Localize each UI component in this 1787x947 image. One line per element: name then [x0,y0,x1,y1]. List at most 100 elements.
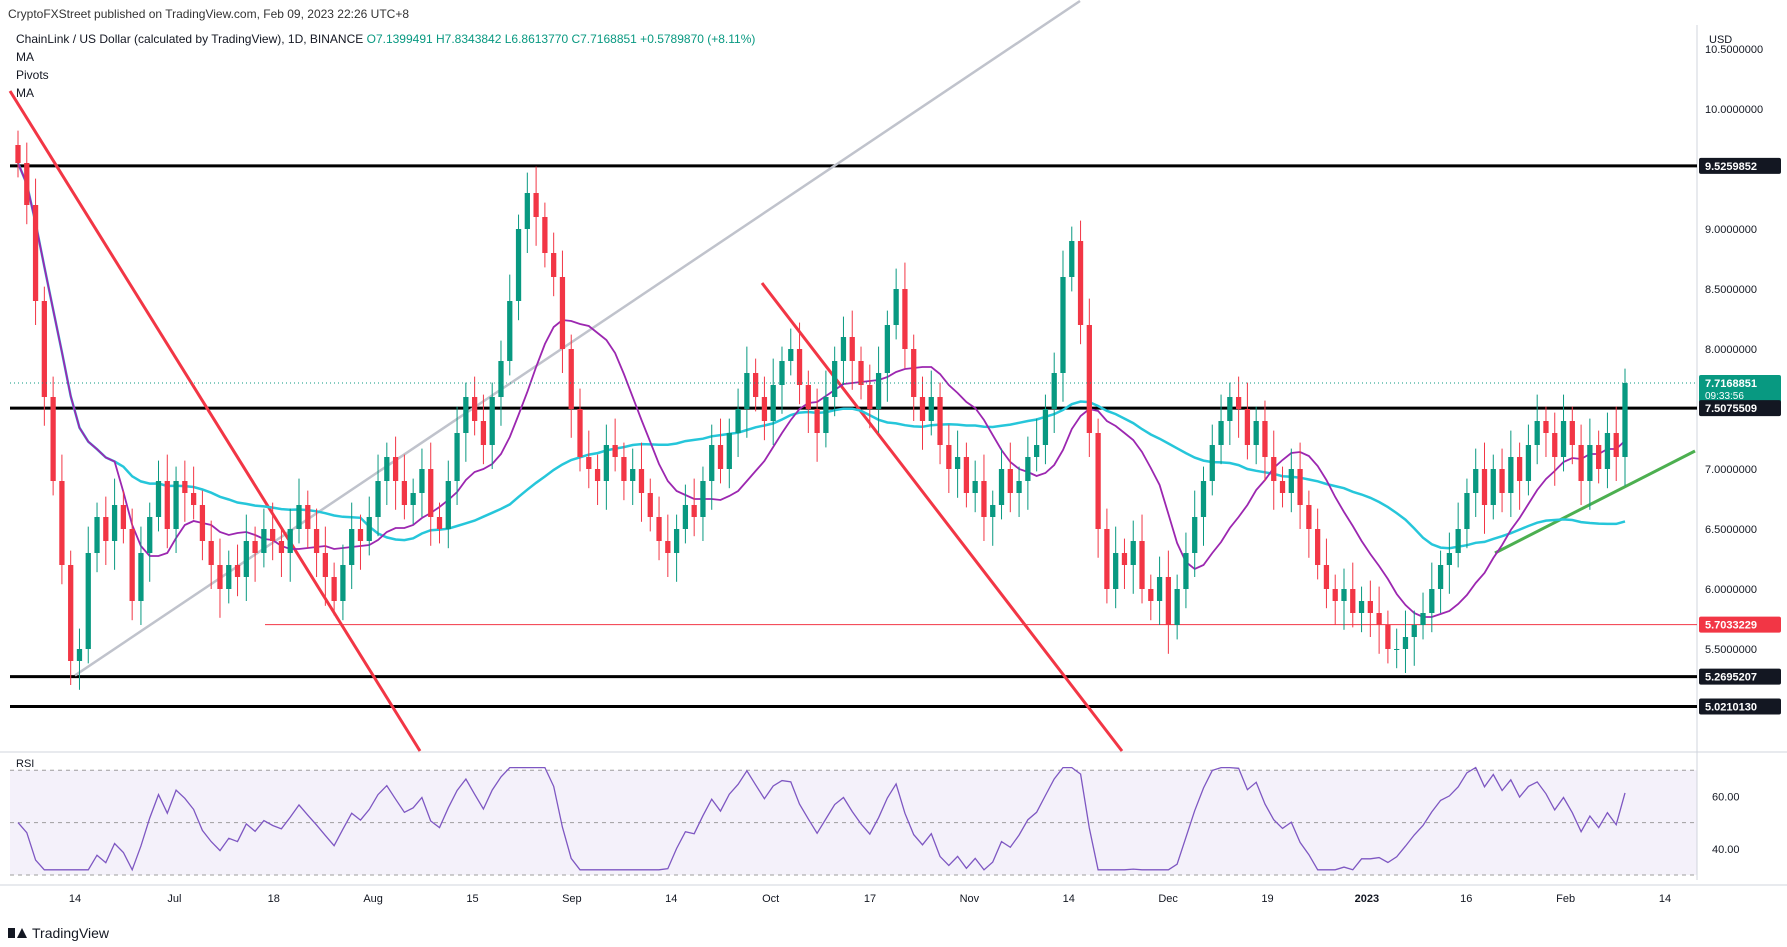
candle-body [243,541,249,577]
price-badge-bg [1699,668,1781,685]
candle-body [1271,457,1277,481]
candle-body [1244,409,1251,445]
candle-body [1156,577,1163,601]
candle-body [972,481,978,493]
tradingview-logo-icon [8,928,27,938]
candle-body [902,289,908,349]
candle-body [533,193,539,217]
x-tick-label: 16 [1460,893,1472,905]
candle-body [656,517,662,541]
candle-body [226,565,232,589]
candle-body [1165,577,1172,625]
y-tick-label: 8.0000000 [1705,344,1757,356]
indicator-ma-1[interactable]: MA [16,50,34,64]
candle-body [1174,589,1180,625]
candle-body [120,505,127,529]
candle-body [1534,421,1540,445]
candle-body [234,565,241,577]
candle-body [1315,529,1321,565]
candle-body [261,529,267,553]
candle-body [1464,493,1470,529]
x-tick-label: 2023 [1355,893,1379,905]
candle-body [586,457,592,469]
candle-body [349,529,355,565]
x-tick-label: Jul [167,893,181,905]
candle-body [735,409,741,433]
candle-body [1113,553,1119,589]
price-badge-bg [1699,616,1781,633]
candle-body [138,553,144,601]
candle-body [1367,601,1373,613]
candle-body [1306,505,1312,529]
candle-body [366,517,372,541]
candle-body [111,505,118,541]
candle-body [296,505,302,529]
candle-body [761,397,768,421]
x-tick-label: 14 [1063,893,1075,905]
indicator-pivots[interactable]: Pivots [16,68,49,82]
candle-body [744,373,750,409]
candle-body [1543,421,1549,433]
candle-body [709,445,715,481]
candle-body [858,361,864,385]
candle-body [665,541,671,553]
candle-body [1192,517,1198,553]
x-tick-label: 14 [665,893,677,905]
candle-body [1358,601,1365,613]
candle-body [1402,637,1409,649]
candle-body [1569,421,1575,445]
candle-body [691,505,697,517]
candle-body [1516,457,1523,481]
x-tick-label: Feb [1556,893,1575,905]
candle-body [1253,421,1259,445]
candle-body [998,469,1005,505]
fast-ma-line [17,162,1626,618]
candle-body [1130,541,1136,565]
candle-body [454,433,460,481]
x-tick-label: 14 [1659,893,1671,905]
publisher-line: CryptoFXStreet published on TradingView.… [8,7,410,21]
y-tick-label: 7.0000000 [1705,464,1757,476]
candle-body [173,481,179,529]
candle-body [779,361,785,385]
candle-body [182,481,188,493]
slow-ma-line [16,162,1626,550]
candle-body [32,205,39,301]
candle-body [1420,613,1426,625]
tradingview-logo[interactable]: TradingView [8,925,109,941]
candle-body [647,493,653,517]
candle-body [1429,589,1435,613]
currency-label: USD [1709,34,1733,46]
candle-body [287,529,293,553]
candle-body [1016,481,1022,493]
candle-body [1183,553,1189,589]
candle-body [823,397,829,433]
candle-body [164,481,170,529]
candle-body [630,469,636,481]
rsi-line [17,766,1626,872]
candle-body [1455,529,1461,553]
candle-body [1332,589,1338,601]
candle-body [357,529,364,541]
candle-body [208,541,214,565]
candle-body [471,397,478,421]
candle-body [1508,457,1514,493]
candle-body [577,409,583,457]
candle-body [990,505,996,517]
candle-body [1323,565,1330,589]
candle-body [1148,589,1154,601]
candle-body [884,325,890,373]
candle-body [1025,457,1031,481]
candle-body [875,373,882,409]
candle-body [1394,649,1400,650]
x-tick-label: 17 [864,893,876,905]
candle-body [1042,409,1049,445]
candle-body [155,481,162,517]
rsi-tick-label: 60.00 [1712,791,1740,803]
indicator-ma-2[interactable]: MA [16,86,34,100]
candle-body [1200,481,1207,517]
y-tick-label: 5.5000000 [1705,644,1757,656]
candle-body [1007,469,1013,493]
